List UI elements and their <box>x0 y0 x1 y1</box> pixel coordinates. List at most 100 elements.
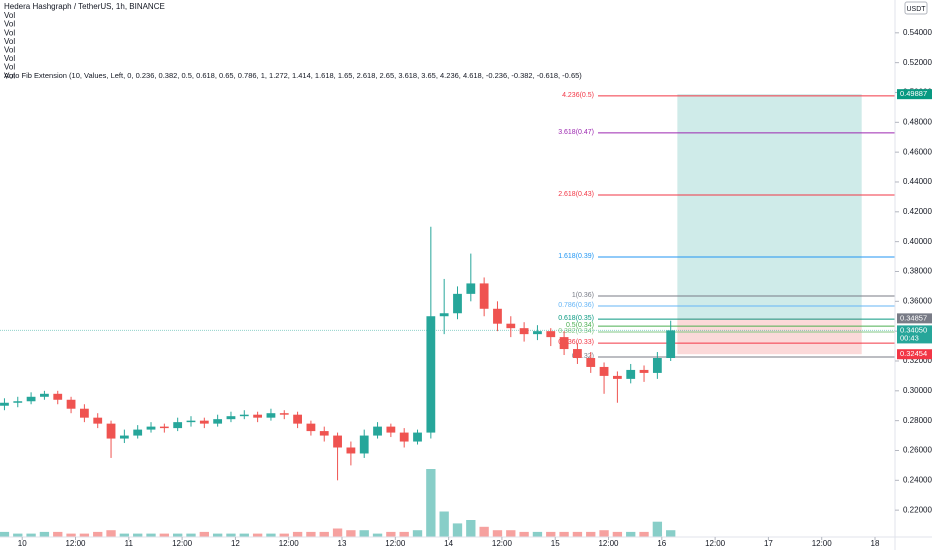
candle-body <box>533 331 542 335</box>
currency-box[interactable] <box>904 1 928 15</box>
y-tick-label: 0.24000 <box>903 475 932 484</box>
x-tick-label: 18 <box>871 539 880 548</box>
volume-bar <box>532 531 543 537</box>
volume-bar <box>319 531 329 537</box>
volume-bar <box>372 533 383 537</box>
last-price: 0.34050 <box>900 325 927 334</box>
x-tick-label: 12:00 <box>705 539 726 548</box>
volume-bar <box>239 533 249 537</box>
volume-bar <box>639 531 649 537</box>
candle-body <box>439 313 449 317</box>
stop-price: 0.32454 <box>900 349 927 358</box>
indicator-label: Vol <box>4 71 15 80</box>
volume-bar <box>266 533 276 537</box>
candle-body <box>306 423 316 432</box>
volume-bar <box>559 531 569 537</box>
candle-body <box>159 426 169 429</box>
candle-body <box>106 423 116 439</box>
candle-body <box>479 283 489 309</box>
candle-body <box>599 366 609 376</box>
fib-title: Auto Fib Extension (10, Values, Left, 0,… <box>4 71 582 80</box>
x-tick-label: 12:00 <box>598 539 619 548</box>
volume-bar <box>439 511 449 537</box>
volume-bar <box>599 530 609 537</box>
candle-body <box>573 349 582 358</box>
volume-bar <box>546 531 556 537</box>
candle-body <box>639 369 649 373</box>
candle-body <box>453 293 462 314</box>
volume-bar <box>359 530 369 537</box>
candle-body <box>279 413 289 415</box>
target-price-box <box>897 89 932 100</box>
candle-body <box>186 420 196 423</box>
target-price: 0.49887 <box>900 89 927 98</box>
x-tick-label: 11 <box>125 539 134 548</box>
candle-body <box>66 399 76 409</box>
fib-label: 2.618(0.43) <box>558 191 594 198</box>
volume-bar <box>66 533 76 537</box>
fib-label: 1(0.36) <box>572 292 594 299</box>
volume-bar <box>586 531 596 537</box>
last-price-box <box>897 325 932 344</box>
candle-body <box>293 414 302 424</box>
volume-bar <box>519 531 529 537</box>
x-tick-label: 13 <box>338 539 347 548</box>
candle-body <box>146 426 156 430</box>
volume-bar <box>173 533 183 537</box>
volume-bar <box>146 533 156 537</box>
volume-bar <box>159 533 170 537</box>
indicator-label: Vol <box>4 63 15 72</box>
fib-label: 0(0.32) <box>572 353 594 360</box>
volume-bar <box>133 533 143 537</box>
candle-body <box>386 426 396 433</box>
candle-body <box>26 396 36 402</box>
y-tick-label: 0.22000 <box>903 505 932 514</box>
y-tick-label: 0.40000 <box>903 237 932 246</box>
candle-body <box>413 432 422 442</box>
indicator-label: Vol <box>4 54 15 63</box>
y-tick-label: 0.32000 <box>903 356 932 365</box>
y-tick-label: 0.44000 <box>903 177 932 186</box>
fib-label: 0.236(0.33) <box>558 339 594 346</box>
candle-body <box>506 323 516 329</box>
fib-label: 0.5(0.34) <box>566 322 594 329</box>
volume-bar <box>412 530 423 537</box>
candle-body <box>519 328 529 335</box>
volume-bar <box>199 531 209 537</box>
x-tick-label: 12:00 <box>492 539 513 548</box>
chart-title: Hedera Hashgraph / TetherUS, 1h, BINANCE <box>4 2 165 11</box>
candle-body <box>13 401 23 403</box>
candle-body <box>199 420 209 424</box>
volume-bar <box>426 469 436 537</box>
volume-bar <box>93 531 103 537</box>
volume-bar <box>119 533 130 537</box>
volume-bar <box>79 533 90 537</box>
x-tick-label: 17 <box>764 539 773 548</box>
candle-body <box>559 337 569 350</box>
candle-body <box>133 429 143 436</box>
currency: USDT <box>906 6 926 13</box>
volume-bar <box>292 531 303 537</box>
y-tick-label: 0.52000 <box>903 58 932 67</box>
volume-bar <box>492 530 503 537</box>
candle-body <box>119 435 129 439</box>
fib-label: 0.382(0.34) <box>558 328 594 335</box>
candle-body <box>346 447 356 454</box>
volume-bar <box>506 530 516 537</box>
volume-bar <box>39 531 50 537</box>
fib-label: 4.236(0.5) <box>562 92 594 99</box>
indicator-label: Vol <box>4 37 15 46</box>
volume-bar <box>306 531 316 537</box>
candle-body <box>213 419 223 424</box>
volume-bar <box>479 526 489 537</box>
volume-bar <box>652 521 663 537</box>
candle-body <box>239 414 249 417</box>
candle-body <box>666 330 676 358</box>
volume-bar <box>666 530 676 537</box>
candle-body <box>253 414 263 418</box>
entry-price-box <box>897 313 932 324</box>
volume-bar <box>252 533 263 537</box>
volume-bar <box>226 533 236 537</box>
volume-bar <box>399 531 409 537</box>
